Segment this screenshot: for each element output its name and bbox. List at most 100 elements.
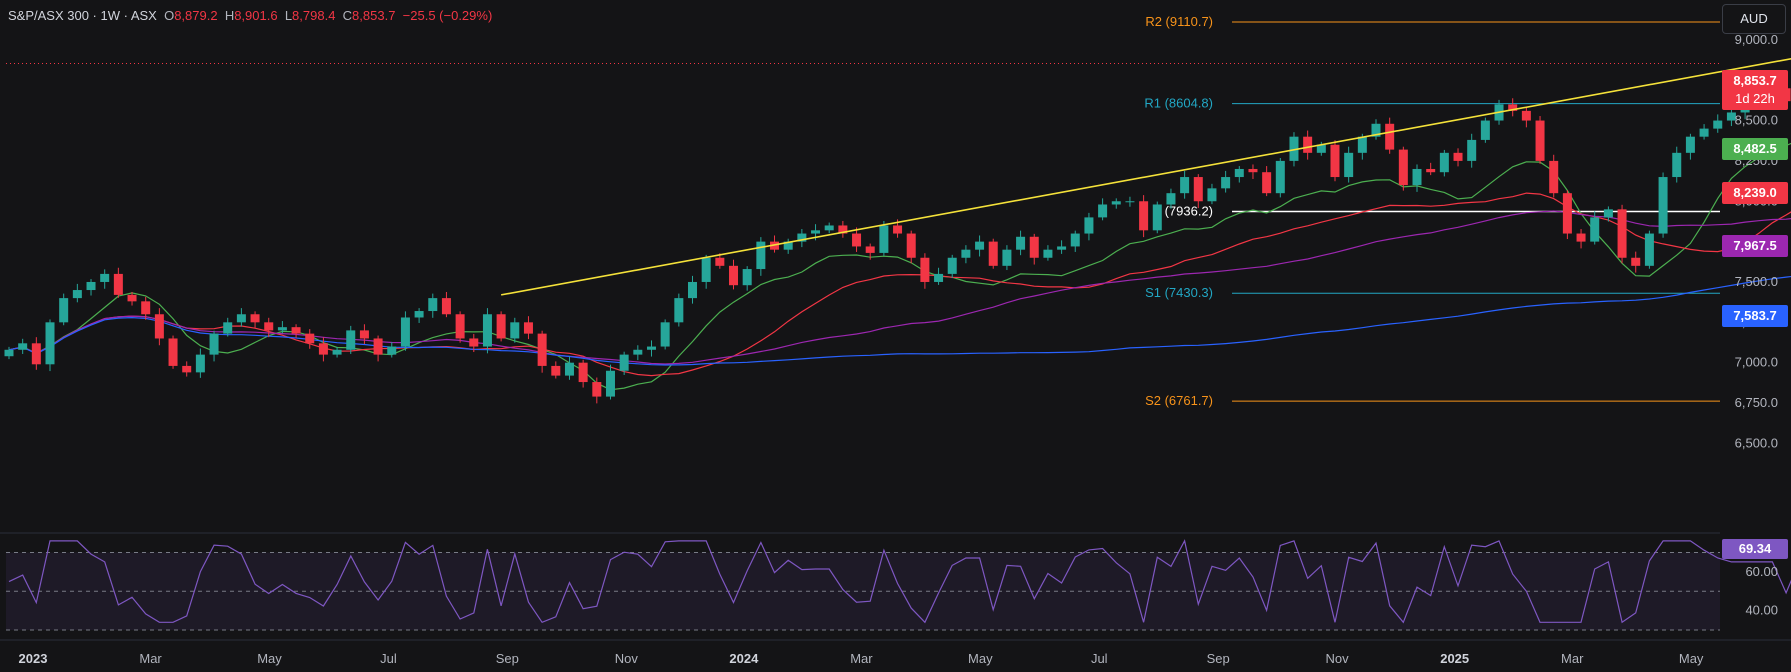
- price-tag: 7,967.5: [1722, 235, 1788, 257]
- candle-body: [86, 281, 96, 291]
- candle-body: [1658, 177, 1668, 234]
- candle-body: [523, 322, 533, 334]
- price-tag-value: 7,967.5: [1733, 238, 1777, 253]
- pivot-label: S1 (7430.3): [1145, 285, 1213, 300]
- candle-body: [633, 349, 643, 355]
- symbol-name[interactable]: S&P/ASX 300 · 1W · ASX: [8, 8, 157, 23]
- candle-body: [154, 314, 164, 339]
- low-key: L: [284, 8, 293, 23]
- candle-body: [277, 327, 287, 331]
- candle-body: [715, 257, 725, 266]
- candle-body: [1590, 217, 1600, 242]
- pivot-label: R2 (9110.7): [1145, 14, 1213, 29]
- y-tick-label: 6,500.0: [1735, 435, 1778, 450]
- candle-body: [906, 233, 916, 258]
- candle-body: [223, 322, 233, 334]
- x-tick-label: May: [1679, 651, 1704, 666]
- candle-body: [1152, 204, 1162, 231]
- candle-body: [811, 230, 821, 234]
- candle-body: [1480, 120, 1490, 140]
- candle-body: [1521, 110, 1531, 121]
- ma-mid-line: [8, 192, 1791, 377]
- rsi-pane: 60.00 40.00: [0, 532, 1791, 631]
- y-tick-label: 9,000.0: [1735, 32, 1778, 47]
- candle-body: [414, 311, 424, 318]
- candle-body: [1426, 168, 1436, 173]
- candle-body: [1412, 168, 1422, 186]
- candle-body: [646, 346, 656, 350]
- candle-body: [4, 349, 14, 357]
- ma-slow-line: [8, 210, 1791, 365]
- candle-body: [1398, 149, 1408, 186]
- candle-body: [537, 333, 547, 366]
- candle-body: [619, 354, 629, 371]
- price-tag-value: 8,482.5: [1733, 141, 1777, 156]
- x-tick-label: Jul: [1091, 651, 1108, 666]
- candle-body: [1262, 172, 1272, 194]
- candle-body: [1344, 152, 1354, 178]
- candle-body: [236, 314, 246, 323]
- candle-body: [783, 241, 793, 250]
- grid-lines: [0, 0, 1716, 466]
- candle-body: [1193, 177, 1203, 202]
- rsi-tick-label: 60.00: [1745, 564, 1778, 579]
- y-tick-label: 6,750.0: [1735, 395, 1778, 410]
- candle-body: [1385, 123, 1395, 150]
- candle-body: [400, 317, 410, 347]
- x-tick-label: Sep: [496, 651, 519, 666]
- candle-body: [1439, 152, 1449, 173]
- candle-body: [1098, 204, 1108, 218]
- candle-body: [674, 298, 684, 323]
- currency-button[interactable]: AUD: [1722, 4, 1786, 34]
- candle-body: [1453, 152, 1463, 161]
- candle-body: [701, 257, 711, 282]
- candle-body: [1316, 144, 1326, 153]
- candle-body: [18, 343, 28, 350]
- candle-body: [592, 382, 602, 397]
- candle-body: [428, 298, 438, 312]
- x-tick-label: May: [968, 651, 993, 666]
- candle-body: [852, 233, 862, 247]
- candle-body: [1166, 193, 1176, 205]
- candle-body: [1111, 201, 1121, 205]
- candle-body: [1234, 168, 1244, 178]
- trendline[interactable]: [500, 45, 1791, 296]
- candle-body: [1221, 177, 1231, 189]
- candle-body: [1070, 233, 1080, 247]
- candle-body: [113, 273, 123, 295]
- candle-body: [291, 327, 301, 334]
- x-tick-label: 2023: [19, 651, 48, 666]
- candle-body: [1207, 188, 1217, 202]
- candle-body: [1535, 120, 1545, 161]
- candle-body: [1330, 144, 1340, 178]
- candle-body: [742, 269, 752, 286]
- low-value: 8,798.4: [292, 8, 336, 23]
- candle-body: [920, 257, 930, 282]
- x-tick-label: May: [257, 651, 282, 666]
- x-tick-label: Jul: [380, 651, 397, 666]
- candle-body: [182, 365, 192, 373]
- candlestick-series: [4, 83, 1791, 404]
- candle-body: [1180, 177, 1190, 194]
- high-value: 8,901.6: [234, 8, 278, 23]
- pivot-label: S2 (6761.7): [1145, 393, 1213, 408]
- x-tick-label: Sep: [1207, 651, 1230, 666]
- rsi-value-tag: 69.34: [1722, 539, 1788, 559]
- candle-body: [1275, 160, 1285, 194]
- open-value: 8,879.2: [174, 8, 218, 23]
- candle-body: [961, 249, 971, 258]
- time-axis[interactable]: 2023 Mar May Jul Sep Nov 2024 Mar May Jul Sep Nov 20…: [0, 639, 1791, 666]
- candle-body: [482, 314, 492, 347]
- candle-body: [1303, 136, 1313, 153]
- candle-body: [1508, 104, 1518, 111]
- price-tag-countdown: 1d 22h: [1735, 91, 1775, 106]
- candle-body: [688, 281, 697, 299]
- candle-body: [797, 233, 807, 242]
- x-tick-label: 2024: [729, 651, 759, 666]
- ma-fast-line: [8, 142, 1791, 391]
- candle-body: [1617, 209, 1627, 258]
- candle-body: [1248, 168, 1258, 173]
- candle-body: [934, 273, 944, 282]
- candle-body: [1644, 233, 1654, 266]
